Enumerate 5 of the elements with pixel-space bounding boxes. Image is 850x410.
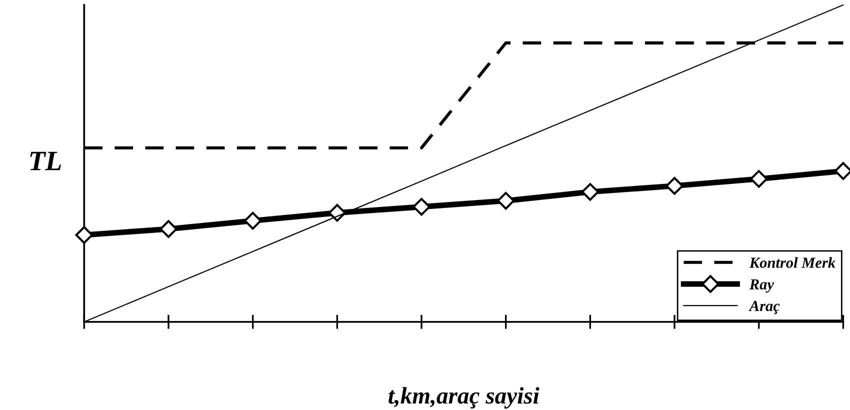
- legend-label: Araç: [748, 300, 780, 314]
- y-axis-title: TL: [30, 152, 61, 170]
- x-axis-title: t,km,araç sayisi: [388, 387, 540, 409]
- legend-label: Kontrol Merk: [749, 257, 836, 268]
- legend-label: Ray: [749, 279, 774, 293]
